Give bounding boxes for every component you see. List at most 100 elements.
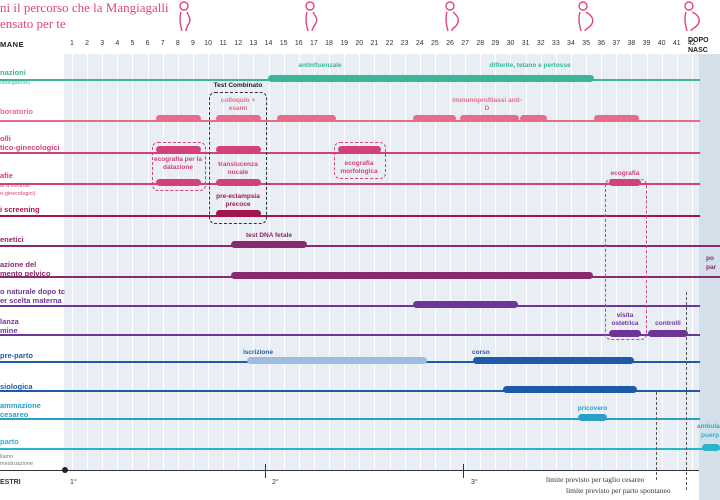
bar-controlli bbox=[648, 330, 688, 337]
week-number: 36 bbox=[597, 40, 606, 47]
week-number: 9 bbox=[191, 40, 195, 47]
row-label-screening: i screening bbox=[0, 205, 40, 214]
row-label-naturale-tc-2: er scelta materna bbox=[0, 296, 62, 305]
week-gridline bbox=[178, 54, 179, 471]
week-gridline bbox=[390, 54, 391, 471]
week-gridline bbox=[405, 54, 406, 471]
label-translucenza: translucenza nucale bbox=[218, 161, 258, 176]
week-gridline bbox=[238, 54, 239, 471]
week-gridline bbox=[541, 54, 542, 471]
week-number: 25 bbox=[430, 40, 439, 47]
limit-cesareo-line bbox=[656, 392, 657, 480]
label-iscrizione: iscrizione bbox=[243, 349, 273, 356]
week-gridline bbox=[72, 54, 73, 471]
week-number: 7 bbox=[160, 40, 165, 47]
dopo-label: DOPO bbox=[688, 37, 709, 44]
row-label-sorveglianza: lanza bbox=[0, 317, 19, 326]
week-gridline bbox=[193, 54, 194, 471]
row-label-laboratorio: boratorio bbox=[0, 107, 33, 116]
week-number: 31 bbox=[521, 40, 530, 47]
row-label-programmazione: ammazione bbox=[0, 401, 41, 410]
trimester-first: 1° bbox=[70, 479, 77, 486]
limit-spontaneo-line bbox=[686, 292, 687, 490]
nascita-label: NASC bbox=[688, 47, 708, 54]
test-combinato-box bbox=[209, 92, 267, 224]
week-gridline bbox=[631, 54, 632, 471]
week-gridline bbox=[253, 54, 254, 471]
week-number: 21 bbox=[370, 40, 379, 47]
week-gridline bbox=[208, 54, 209, 471]
week-number: 2 bbox=[85, 40, 90, 47]
week-number: 12 bbox=[234, 40, 243, 47]
week-number: 40 bbox=[657, 40, 666, 47]
week-number: 20 bbox=[355, 40, 364, 47]
week-number: 24 bbox=[415, 40, 424, 47]
week-gridline bbox=[526, 54, 527, 471]
week-number: 29 bbox=[491, 40, 500, 47]
week-number: 1 bbox=[70, 40, 74, 47]
row-sub-ecografie-2: o-ginecologici) bbox=[0, 191, 36, 197]
pregnancy-icon bbox=[684, 1, 700, 32]
label-ambula: ambula bbox=[697, 423, 720, 430]
week-number: 5 bbox=[130, 40, 135, 47]
pregnancy-icon bbox=[305, 1, 318, 32]
week-gridline bbox=[359, 54, 360, 471]
week-numbers: 1 2 3 4 5 6 7 8 9 10 11 12 13 14 15 16 17 18 19 20 21 22 23 24 2… bbox=[0, 40, 720, 52]
week-gridline bbox=[269, 54, 270, 471]
week-gridline bbox=[692, 54, 693, 471]
label-preeclampsia: pre-eclampsia precoce bbox=[216, 193, 260, 208]
week-gridline bbox=[132, 54, 133, 471]
week-gridline bbox=[647, 54, 648, 471]
trimester-label: ESTRI bbox=[0, 479, 21, 486]
trimester-tick bbox=[265, 464, 266, 478]
label-po: po bbox=[706, 255, 714, 262]
bar-pelvico bbox=[231, 272, 593, 279]
row-line bbox=[0, 390, 700, 392]
row-line bbox=[0, 334, 700, 336]
bar-ecografia-hatch bbox=[156, 179, 201, 186]
week-number: 15 bbox=[279, 40, 288, 47]
week-number: 10 bbox=[204, 40, 212, 47]
week-gridline bbox=[102, 54, 103, 471]
week-number: 13 bbox=[249, 40, 258, 47]
week-number: 37 bbox=[612, 40, 621, 47]
bar-laboratorio bbox=[520, 115, 547, 122]
label-ecografia-morfologica: ecografia morfologica bbox=[340, 160, 378, 175]
week-number: 39 bbox=[642, 40, 651, 47]
bar-ambulatorio bbox=[702, 444, 720, 451]
week-gridline bbox=[450, 54, 451, 471]
row-line bbox=[0, 183, 700, 185]
bar-laboratorio bbox=[460, 115, 519, 122]
week-number: 33 bbox=[551, 40, 560, 47]
row-sub-mestruazione-2: mestruazione bbox=[0, 461, 34, 467]
label-controlli: controlli bbox=[655, 320, 681, 327]
row-label-controlli: olli bbox=[0, 134, 11, 143]
week-number: 26 bbox=[446, 40, 454, 47]
row-label-parto: parto bbox=[0, 437, 19, 446]
bar-translucenza bbox=[216, 146, 261, 153]
week-number: 17 bbox=[310, 40, 318, 47]
row-label-pelvico-2: mento pelvico bbox=[0, 269, 51, 278]
week-gridline bbox=[495, 54, 496, 471]
week-gridline bbox=[284, 54, 285, 471]
bar-fisiologica bbox=[503, 386, 637, 393]
row-line bbox=[0, 448, 720, 450]
row-sub-ecografie: te a controlli bbox=[0, 183, 30, 189]
bar-laboratorio bbox=[594, 115, 639, 122]
week-number: 42 bbox=[688, 40, 696, 47]
week-gridline bbox=[435, 54, 436, 471]
week-number: 35 bbox=[582, 40, 590, 47]
row-label-ecografie: afie bbox=[0, 171, 13, 180]
label-antinfluenzale: antinfluenzale bbox=[298, 62, 342, 69]
row-label-genetici: enetici bbox=[0, 235, 24, 244]
row-label-controlli-2: tico-ginecologici bbox=[0, 143, 60, 152]
bar-iscrizione bbox=[247, 357, 427, 364]
week-gridline bbox=[616, 54, 617, 471]
week-gridline bbox=[329, 54, 330, 471]
row-line bbox=[0, 418, 700, 420]
label-par: par bbox=[706, 264, 717, 271]
label-pricovero: pricovero bbox=[577, 405, 608, 412]
ecografia-datazione-box bbox=[152, 142, 206, 191]
week-gridline bbox=[677, 54, 678, 471]
